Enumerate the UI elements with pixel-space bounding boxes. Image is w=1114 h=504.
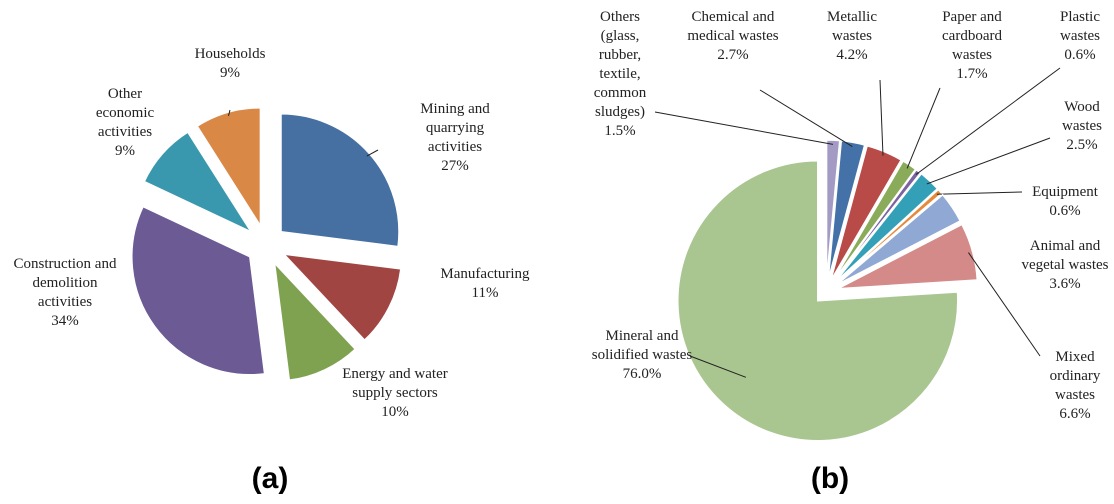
category-name: Mining and quarrying activities <box>420 101 490 155</box>
value-label: 34% <box>51 313 79 329</box>
category-name: Construction and demolition activities <box>13 256 117 310</box>
category-name: Chemical and medical wastes <box>687 9 779 44</box>
value-label: 27% <box>441 158 469 174</box>
pie-slice <box>280 113 400 248</box>
value-label: 4.2% <box>836 47 868 63</box>
leader-line <box>689 355 747 378</box>
slice-label: Mining and quarrying activities 27% <box>400 100 510 176</box>
category-name: Equipment <box>1032 184 1098 200</box>
pie-slice <box>831 159 917 283</box>
pie-slice <box>833 172 939 284</box>
slice-label: Plastic wastes 0.6% <box>1045 8 1114 65</box>
category-name: Others (glass, rubber, textile, common s… <box>593 9 647 120</box>
leader-line <box>228 109 231 117</box>
pie-slice <box>832 168 922 283</box>
pie-slice <box>143 131 254 234</box>
category-name: Mixed ordinary wastes <box>1049 349 1101 403</box>
slice-label: Paper and cardboard wastes 1.7% <box>922 8 1022 84</box>
value-label: 0.6% <box>1064 47 1096 63</box>
category-name: Energy and water supply sectors <box>342 366 448 401</box>
pie-slice <box>829 144 903 282</box>
category-name: Plastic wastes <box>1060 9 1100 44</box>
value-label: 3.6% <box>1049 276 1081 292</box>
leader-line <box>654 111 834 145</box>
slice-label: Wood wastes 2.5% <box>1047 98 1114 155</box>
value-label: 1.5% <box>604 123 636 139</box>
slice-label: Energy and water supply sectors 10% <box>340 365 450 422</box>
slice-label: Animal and vegetal wastes 3.6% <box>1015 237 1114 294</box>
slice-label: Other economic activities 9% <box>80 85 170 161</box>
value-label: 1.7% <box>956 66 988 82</box>
value-label: 9% <box>220 65 240 81</box>
value-label: 76.0% <box>622 366 662 382</box>
pie-slice <box>281 253 402 342</box>
leader-line <box>906 87 941 169</box>
pie-slice <box>273 260 357 382</box>
slice-label: Mineral and solidified wastes 76.0% <box>582 327 702 384</box>
slice-label: Households 9% <box>180 45 280 83</box>
value-label: 10% <box>381 404 409 420</box>
pie-slice <box>825 139 841 281</box>
slice-label: Chemical and medical wastes 2.7% <box>683 8 783 65</box>
pie-slice <box>834 188 943 285</box>
slice-label: Others (glass, rubber, textile, common s… <box>580 8 660 141</box>
category-name: Other economic activities <box>95 86 155 140</box>
leader-line <box>936 191 1023 195</box>
pie-slice <box>837 223 979 290</box>
category-name: Metallic wastes <box>827 9 877 44</box>
slice-label: Manufacturing 11% <box>425 265 545 303</box>
value-label: 11% <box>471 285 499 301</box>
pie-slice <box>196 107 262 229</box>
category-name: Animal and vegetal wastes <box>1021 238 1109 273</box>
leader-line <box>366 149 379 157</box>
leader-line <box>926 137 1051 185</box>
value-label: 9% <box>115 143 135 159</box>
category-name: Wood wastes <box>1062 99 1102 134</box>
caption: (a) <box>252 462 289 495</box>
value-label: 0.6% <box>1049 203 1081 219</box>
slice-label: Metallic wastes 4.2% <box>812 8 892 65</box>
pie-slice <box>131 205 266 376</box>
value-label: 2.5% <box>1066 137 1098 153</box>
category-name: Paper and cardboard wastes <box>942 9 1002 63</box>
value-label: 6.6% <box>1059 406 1091 422</box>
value-label: 2.7% <box>717 47 749 63</box>
category-name: Households <box>194 46 266 62</box>
pie-slice <box>677 159 959 442</box>
pie-slice <box>827 139 866 281</box>
category-name: Manufacturing <box>440 266 530 282</box>
leader-line <box>879 79 884 156</box>
caption: (b) <box>811 462 849 495</box>
category-name: Mineral and solidified wastes <box>591 328 693 363</box>
pie-slice <box>835 193 962 286</box>
slice-label: Mixed ordinary wastes 6.6% <box>1035 348 1114 424</box>
slice-label: Equipment 0.6% <box>1020 183 1110 221</box>
leader-line <box>759 89 853 147</box>
slice-label: Construction and demolition activities 34… <box>5 255 125 331</box>
leader-line <box>915 67 1061 176</box>
leader-line <box>968 252 1041 357</box>
